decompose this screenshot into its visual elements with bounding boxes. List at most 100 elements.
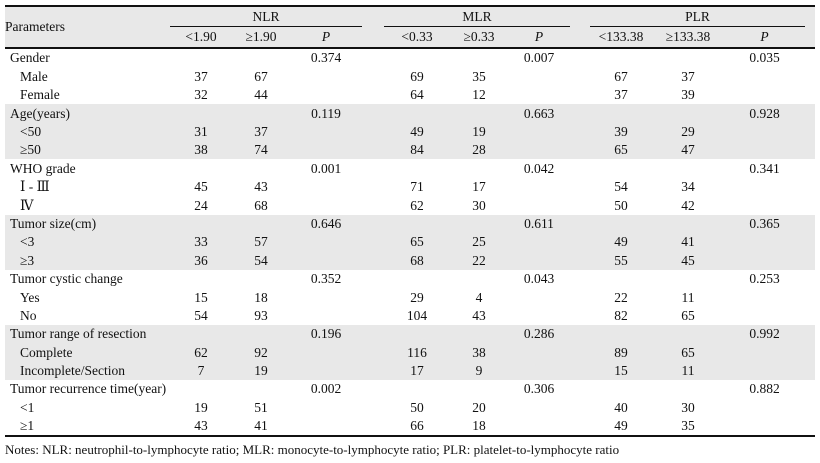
cell bbox=[652, 159, 724, 177]
cell bbox=[508, 398, 570, 416]
cell bbox=[724, 122, 806, 141]
cell: 0.646 bbox=[290, 214, 362, 233]
cell bbox=[232, 159, 290, 177]
group-header-nlr: NLR bbox=[170, 6, 362, 27]
cell: 29 bbox=[652, 122, 725, 141]
cell: 29 bbox=[410, 289, 424, 305]
column-gap bbox=[362, 417, 384, 436]
cell bbox=[170, 324, 232, 344]
cell bbox=[590, 48, 652, 67]
cell bbox=[450, 380, 508, 398]
cell bbox=[508, 178, 570, 196]
cell: 43 bbox=[194, 418, 208, 434]
cell: 65 bbox=[681, 307, 695, 323]
cell bbox=[508, 361, 571, 381]
column-gap bbox=[570, 270, 590, 288]
cell bbox=[724, 67, 805, 85]
cell bbox=[170, 104, 232, 123]
cell: 45 bbox=[194, 179, 208, 195]
cell: 22 bbox=[450, 251, 508, 270]
cell bbox=[724, 196, 805, 214]
column-gap bbox=[362, 140, 384, 160]
cell: 0.001 bbox=[310, 160, 342, 176]
cell bbox=[652, 48, 724, 67]
table-row: Tumor recurrence time(year) 0.002 0.306 0.8… bbox=[5, 380, 815, 398]
column-gap bbox=[570, 67, 590, 85]
cell: 0.035 bbox=[749, 50, 780, 66]
cell: 25 bbox=[450, 232, 508, 252]
cell: 11 bbox=[652, 361, 725, 381]
cell: 0.286 bbox=[508, 324, 571, 344]
table-row: ≥50 38 74 84 28 65 47 bbox=[5, 140, 816, 160]
cell: 0.007 bbox=[523, 50, 555, 66]
column-gap bbox=[570, 417, 590, 436]
row-label: Ⅰ - Ⅲ bbox=[20, 179, 50, 195]
cell: 30 bbox=[681, 399, 695, 415]
cell bbox=[170, 380, 232, 398]
cell: 17 bbox=[472, 179, 486, 195]
cell: 37 bbox=[614, 87, 628, 103]
cell bbox=[384, 380, 450, 398]
column-gap bbox=[805, 178, 815, 196]
cell bbox=[724, 178, 805, 196]
cell: 0.043 bbox=[523, 271, 555, 287]
cell: 89 bbox=[590, 343, 653, 362]
column-gap bbox=[362, 251, 384, 270]
cell: 30 bbox=[472, 197, 486, 213]
cell: 0.042 bbox=[523, 160, 555, 176]
column-gap bbox=[805, 196, 815, 214]
col-header-plr-low: <133.38 bbox=[590, 26, 653, 49]
cell: 37 bbox=[194, 68, 208, 84]
row-label: Tumor range of resection bbox=[5, 324, 170, 344]
cell: 0.882 bbox=[749, 381, 780, 397]
cell bbox=[384, 324, 450, 344]
col-header-mlr-low: <0.33 bbox=[384, 26, 450, 49]
row-label: Tumor recurrence time(year) bbox=[10, 381, 167, 397]
cell: 41 bbox=[254, 418, 268, 434]
cell bbox=[450, 270, 508, 288]
column-gap bbox=[570, 324, 591, 344]
table-row: No 54 93 104 43 82 65 bbox=[5, 306, 815, 324]
cell bbox=[724, 343, 806, 362]
column-gap bbox=[362, 380, 384, 398]
row-label: No bbox=[20, 307, 37, 323]
column-gap bbox=[570, 343, 591, 362]
cell: 18 bbox=[254, 289, 268, 305]
cell bbox=[450, 104, 508, 123]
cell: 64 bbox=[410, 87, 424, 103]
table-row: WHO grade 0.001 0.042 0.341 bbox=[5, 159, 815, 177]
cell bbox=[290, 343, 362, 362]
cell: 54 bbox=[232, 251, 290, 270]
column-gap bbox=[362, 159, 384, 177]
table-row: Age(years) 0.119 0.663 0.928 bbox=[5, 104, 816, 123]
cell: 65 bbox=[590, 140, 653, 160]
column-gap bbox=[805, 324, 816, 344]
cell: 71 bbox=[410, 179, 424, 195]
column-gap bbox=[570, 380, 590, 398]
table-row: Tumor size(cm) 0.646 0.611 0.365 bbox=[5, 214, 816, 233]
cell bbox=[508, 251, 571, 270]
table-header: Parameters NLR MLR PLR <1.90 ≥1.90 P <0.… bbox=[5, 6, 816, 49]
row-label: Complete bbox=[5, 343, 170, 362]
column-gap bbox=[805, 270, 815, 288]
cell: 37 bbox=[681, 68, 695, 84]
cell: 0.253 bbox=[749, 271, 780, 287]
column-gap bbox=[570, 159, 590, 177]
column-gap bbox=[362, 361, 384, 381]
table-row: Yes 15 18 29 4 22 11 bbox=[5, 288, 815, 306]
cell: 62 bbox=[410, 197, 424, 213]
cell: 0.663 bbox=[508, 104, 571, 123]
cell: 82 bbox=[614, 307, 628, 323]
cell bbox=[384, 214, 450, 233]
cell bbox=[508, 122, 571, 141]
column-gap bbox=[570, 86, 590, 104]
column-gap bbox=[570, 214, 591, 233]
cell: 0.992 bbox=[724, 324, 806, 344]
column-gap bbox=[805, 306, 815, 324]
cell bbox=[450, 159, 508, 177]
column-gap bbox=[570, 251, 591, 270]
cell bbox=[724, 288, 805, 306]
column-gap bbox=[805, 214, 816, 233]
cell: 12 bbox=[472, 87, 486, 103]
cell bbox=[508, 67, 570, 85]
